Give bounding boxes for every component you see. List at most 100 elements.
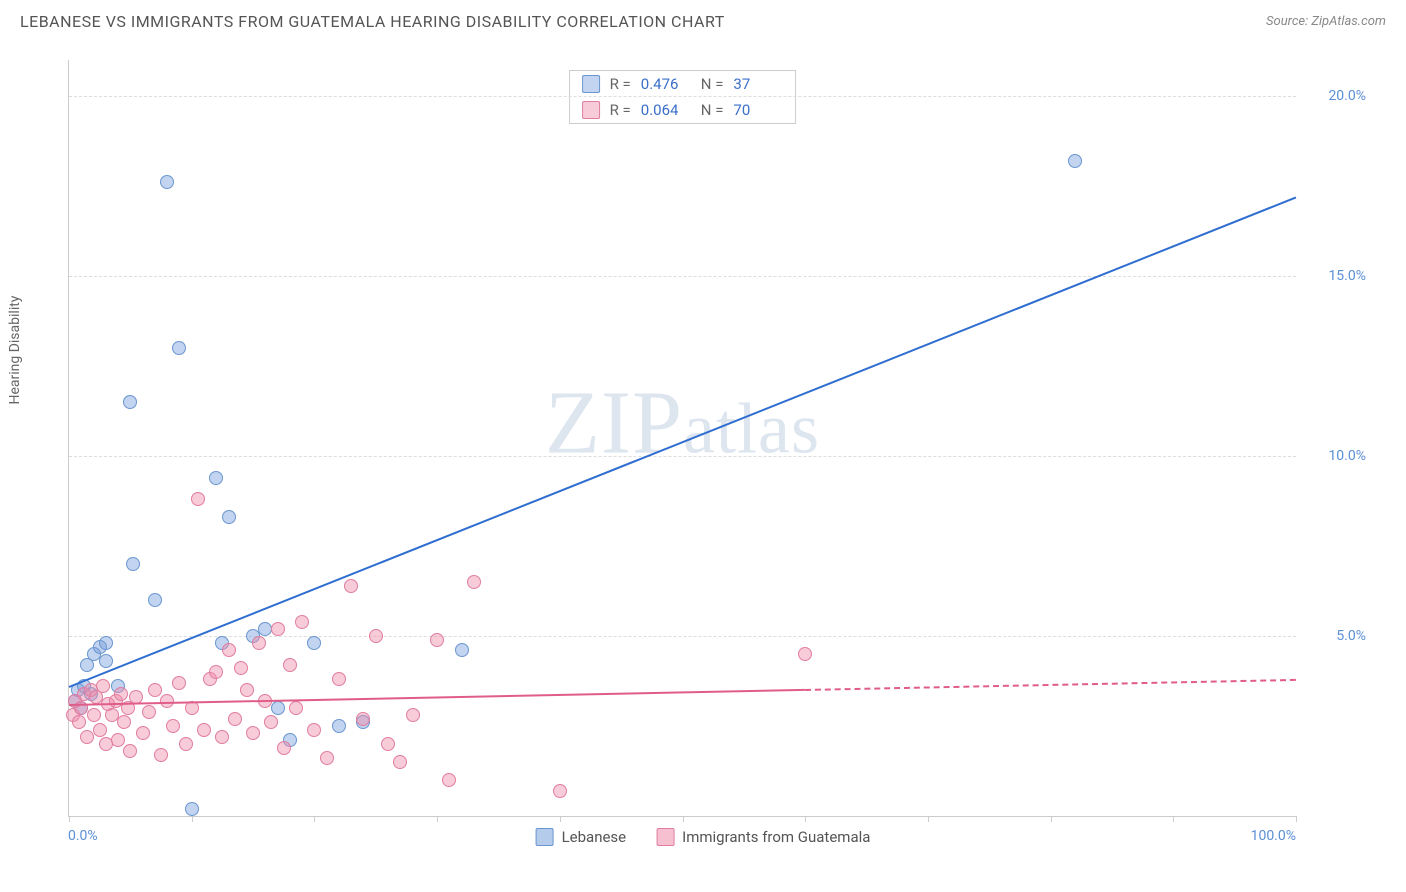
scatter-point — [148, 683, 162, 697]
scatter-point — [356, 712, 370, 726]
r-value-1: 0.476 — [641, 75, 691, 93]
scatter-point — [114, 687, 128, 701]
x-tick — [928, 816, 929, 822]
scatter-point — [277, 741, 291, 755]
scatter-point — [283, 658, 297, 672]
legend-label-2: Immigrants from Guatemala — [682, 828, 870, 846]
x-tick — [1173, 816, 1174, 822]
scatter-point — [160, 175, 174, 189]
gridline — [69, 276, 1296, 277]
scatter-point — [252, 636, 266, 650]
x-tick — [437, 816, 438, 822]
scatter-point — [430, 633, 444, 647]
scatter-point — [148, 593, 162, 607]
x-axis-max-label: 100.0% — [1251, 828, 1296, 844]
source-attribution: Source: ZipAtlas.com — [1266, 14, 1386, 29]
watermark: ZIPatlas — [545, 371, 820, 474]
legend-item-1: Lebanese — [536, 828, 627, 846]
scatter-point — [215, 730, 229, 744]
r-value-2: 0.064 — [641, 101, 691, 119]
y-tick-label: 10.0% — [1306, 448, 1366, 464]
legend-bottom: Lebanese Immigrants from Guatemala — [536, 828, 871, 846]
scatter-point — [185, 802, 199, 816]
y-tick-label: 15.0% — [1306, 268, 1366, 284]
scatter-point — [289, 701, 303, 715]
chart-area: Hearing Disability ZIPatlas R = 0.476 N … — [20, 50, 1386, 852]
scatter-point — [99, 636, 113, 650]
stats-legend-box: R = 0.476 N = 37 R = 0.064 N = 70 — [569, 70, 797, 124]
trend-line — [69, 689, 805, 706]
chart-title: LEBANESE VS IMMIGRANTS FROM GUATEMALA HE… — [20, 12, 725, 31]
scatter-point — [111, 733, 125, 747]
scatter-point — [96, 679, 110, 693]
y-tick-label: 20.0% — [1306, 88, 1366, 104]
scatter-point — [798, 647, 812, 661]
gridline — [69, 96, 1296, 97]
x-tick — [69, 816, 70, 822]
x-tick — [192, 816, 193, 822]
x-tick — [683, 816, 684, 822]
scatter-point — [344, 579, 358, 593]
scatter-point — [99, 654, 113, 668]
scatter-point — [406, 708, 420, 722]
scatter-point — [228, 712, 242, 726]
scatter-point — [172, 676, 186, 690]
scatter-point — [369, 629, 383, 643]
scatter-point — [455, 643, 469, 657]
scatter-point — [234, 661, 248, 675]
legend-label-1: Lebanese — [562, 828, 627, 846]
scatter-point — [467, 575, 481, 589]
scatter-point — [222, 643, 236, 657]
trend-line — [69, 197, 1297, 688]
scatter-point — [271, 701, 285, 715]
scatter-point — [191, 492, 205, 506]
scatter-point — [136, 726, 150, 740]
scatter-point — [209, 665, 223, 679]
scatter-point — [126, 557, 140, 571]
legend-swatch-1 — [536, 828, 554, 846]
scatter-point — [154, 748, 168, 762]
y-tick-label: 5.0% — [1306, 628, 1366, 644]
scatter-point — [332, 672, 346, 686]
scatter-point — [1068, 154, 1082, 168]
scatter-point — [172, 341, 186, 355]
scatter-point — [271, 622, 285, 636]
scatter-point — [123, 395, 137, 409]
scatter-point — [393, 755, 407, 769]
x-tick — [314, 816, 315, 822]
scatter-point — [240, 683, 254, 697]
x-tick — [560, 816, 561, 822]
legend-swatch-2 — [656, 828, 674, 846]
plot-area: ZIPatlas R = 0.476 N = 37 R = 0.064 N = … — [68, 60, 1296, 817]
x-tick — [1296, 816, 1297, 822]
scatter-point — [381, 737, 395, 751]
scatter-point — [87, 708, 101, 722]
scatter-point — [209, 471, 223, 485]
scatter-point — [142, 705, 156, 719]
scatter-point — [442, 773, 456, 787]
scatter-point — [246, 726, 260, 740]
header: LEBANESE VS IMMIGRANTS FROM GUATEMALA HE… — [0, 0, 1406, 39]
y-axis-label: Hearing Disability — [7, 296, 23, 405]
scatter-point — [320, 751, 334, 765]
x-axis-min-label: 0.0% — [68, 828, 98, 844]
gridline — [69, 456, 1296, 457]
swatch-series-2 — [582, 101, 600, 119]
n-value-1: 37 — [733, 75, 783, 93]
scatter-point — [179, 737, 193, 751]
legend-item-2: Immigrants from Guatemala — [656, 828, 870, 846]
x-tick — [1051, 816, 1052, 822]
scatter-point — [264, 715, 278, 729]
scatter-point — [166, 719, 180, 733]
scatter-point — [307, 723, 321, 737]
scatter-point — [123, 744, 137, 758]
scatter-point — [93, 723, 107, 737]
stats-row-series-1: R = 0.476 N = 37 — [570, 71, 796, 97]
scatter-point — [222, 510, 236, 524]
scatter-point — [72, 715, 86, 729]
scatter-point — [160, 694, 174, 708]
stats-row-series-2: R = 0.064 N = 70 — [570, 97, 796, 123]
scatter-point — [553, 784, 567, 798]
scatter-point — [117, 715, 131, 729]
scatter-point — [332, 719, 346, 733]
